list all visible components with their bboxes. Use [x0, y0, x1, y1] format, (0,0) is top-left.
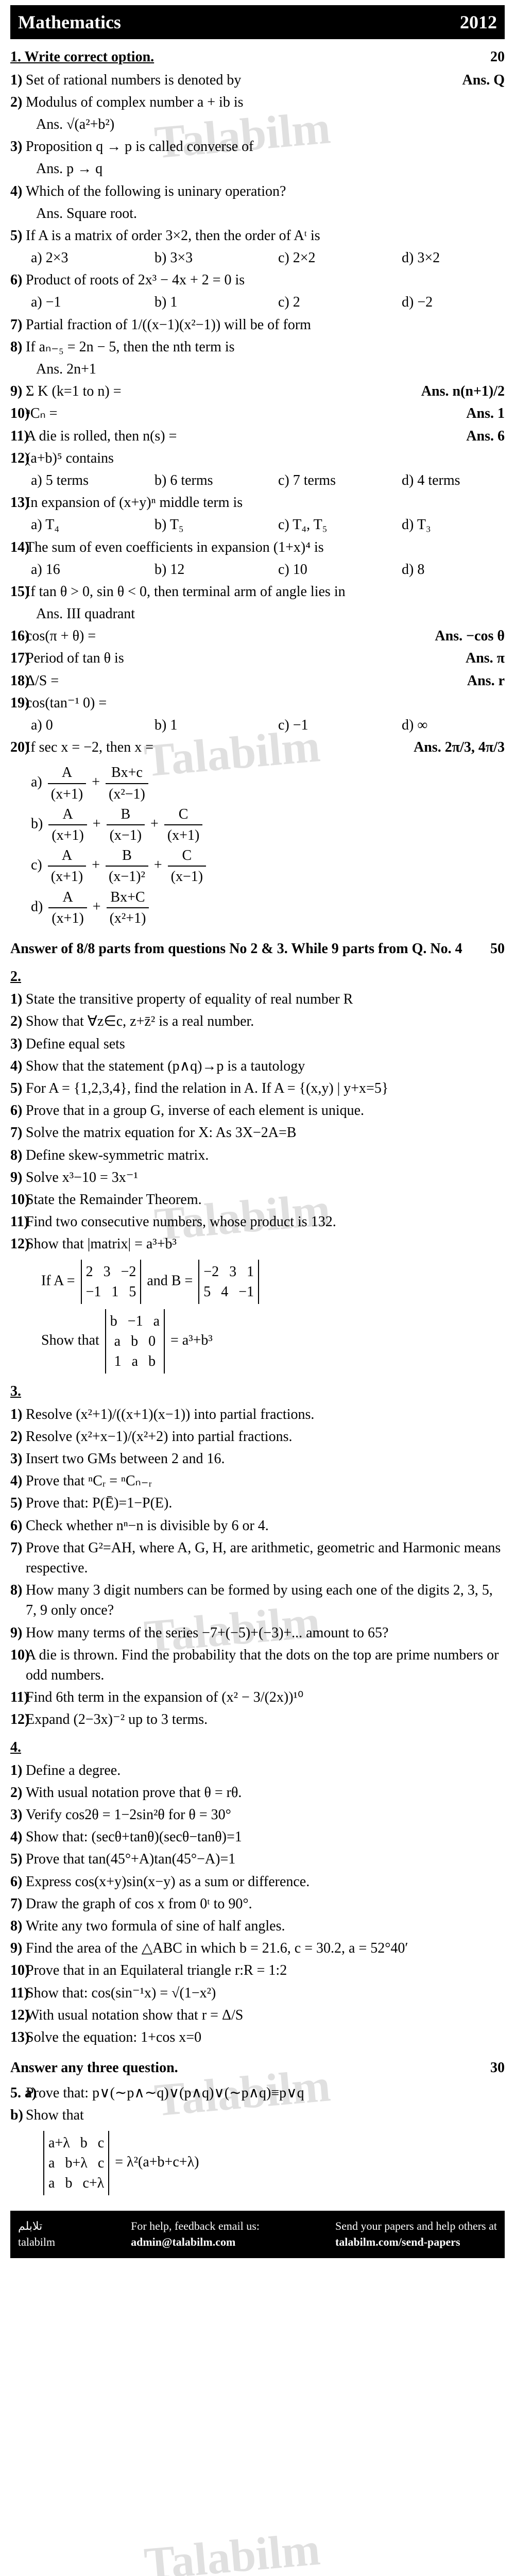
- q4-label: 4.: [10, 1737, 505, 1757]
- q3-label: 3.: [10, 1381, 505, 1401]
- question: 10)State the Remainder Theorem.: [10, 1190, 505, 1210]
- question: 6)Prove that in a group G, inverse of ea…: [10, 1100, 505, 1121]
- question: 9)Find the area of the △ABC in which b =…: [10, 1938, 505, 1958]
- question: 2)With usual notation prove that θ = rθ.: [10, 1783, 505, 1803]
- options-row: a) 2×3b) 3×3c) 2×2d) 3×2: [10, 248, 505, 268]
- question: 18)Δ/S =Ans. r: [10, 671, 505, 691]
- answer-text: Ans. p → q: [10, 159, 505, 179]
- partial-fraction-options: a) A(x+1) + Bx+c(x²−1) b) A(x+1) + B(x−1…: [10, 762, 505, 928]
- option-d: d) A(x+1) + Bx+C(x²+1): [31, 887, 505, 928]
- question: 5)Prove that tan(45°+A)tan(45°−A)=1: [10, 1849, 505, 1869]
- question: 11)Show that: cos(sin⁻¹x) = √(1−x²): [10, 1983, 505, 2003]
- question: 10)ⁿCₙ =Ans. 1: [10, 403, 505, 423]
- question: 9)Solve x³−10 = 3x⁻¹: [10, 1167, 505, 1188]
- question: 15)If tan θ > 0, sin θ < 0, then termina…: [10, 582, 505, 602]
- exam-year: 2012: [460, 9, 497, 35]
- question: 7)Partial fraction of 1/((x−1)(x²−1)) wi…: [10, 315, 505, 335]
- question: 7)Draw the graph of cos x from 0ᵗ to 90°…: [10, 1894, 505, 1914]
- question: 11)Find 6th term in the expansion of (x²…: [10, 1687, 505, 1707]
- question: 5)Prove that: P(Ē)=1−P(E).: [10, 1493, 505, 1513]
- question: 6)Product of roots of 2x³ − 4x + 2 = 0 i…: [10, 270, 505, 290]
- question: 12)Show that |matrix| = a³+b³: [10, 1234, 505, 1254]
- question: 6)Express cos(x+y)sin(x−y) as a sum or d…: [10, 1872, 505, 1892]
- footer-email: For help, feedback email us:admin@talabi…: [131, 2218, 260, 2250]
- section1-title: 1. Write correct option. 20: [10, 47, 505, 67]
- q2-label: 2.: [10, 967, 505, 987]
- question: 6)Check whether nⁿ−n is divisible by 6 o…: [10, 1516, 505, 1536]
- question: 10)A die is thrown. Find the probability…: [10, 1645, 505, 1685]
- question: 13)In expansion of (x+y)ⁿ middle term is: [10, 493, 505, 513]
- q7-matrices: If A = 23−2−115 and B = −23154−1: [10, 1260, 505, 1304]
- question: 4)Which of the following is uninary oper…: [10, 181, 505, 201]
- answer-text: Ans. 2n+1: [10, 359, 505, 379]
- options-row: a) 5 termsb) 6 termsc) 7 termsd) 4 terms: [10, 470, 505, 490]
- question: 3)Define equal sets: [10, 1034, 505, 1054]
- question: 19)cos(tan⁻¹ 0) =: [10, 693, 505, 713]
- answer-text: Ans. Square root.: [10, 204, 505, 224]
- question: 11)A die is rolled, then n(s) =Ans. 6: [10, 426, 505, 446]
- answer-text: Ans. √(a²+b²): [10, 114, 505, 134]
- question: 1)State the transitive property of equal…: [10, 989, 505, 1009]
- question: 16)cos(π + θ) =Ans. −cos θ: [10, 626, 505, 646]
- question: 8)Define skew-symmetric matrix.: [10, 1145, 505, 1165]
- footer-logo: تلابلمtalabilm: [18, 2218, 55, 2250]
- question: 4)Show that: (secθ+tanθ)(secθ−tanθ)=1: [10, 1827, 505, 1847]
- question: 11)Find two consecutive numbers, whose p…: [10, 1212, 505, 1232]
- q12-matrix: Show that b−1aab01ab = a³+b³: [10, 1309, 505, 1374]
- question: 3)Proposition q → p is called converse o…: [10, 137, 505, 157]
- page-header: Mathematics 2012: [10, 5, 505, 39]
- question: 1)Set of rational numbers is denoted byA…: [10, 70, 505, 90]
- question: 8)How many 3 digit numbers can be formed…: [10, 1580, 505, 1620]
- q5a: 5. a)Prove that: p∨(∼p∧∼q)∨(p∧q)∨(∼p∧q)≡…: [10, 2083, 505, 2103]
- question: 5)If A is a matrix of order 3×2, then th…: [10, 226, 505, 246]
- option-a: a) A(x+1) + Bx+c(x²−1): [31, 762, 505, 804]
- question: 3)Insert two GMs between 2 and 16.: [10, 1449, 505, 1469]
- options-row: a) 16b) 12c) 10d) 8: [10, 560, 505, 580]
- question: 4)Prove that ⁿCᵣ = ⁿCₙ₋ᵣ: [10, 1471, 505, 1491]
- question: 9)How many terms of the series −7+(−5)+(…: [10, 1623, 505, 1643]
- question: 7)Solve the matrix equation for X: As 3X…: [10, 1123, 505, 1143]
- question: 12)With usual notation show that r = Δ/S: [10, 2005, 505, 2025]
- question: 12)(a+b)⁵ contains: [10, 448, 505, 468]
- answer-text: Ans. III quadrant: [10, 604, 505, 624]
- section2-instruction: Answer of 8/8 parts from questions No 2 …: [10, 939, 505, 959]
- question: 14)The sum of even coefficients in expan…: [10, 537, 505, 557]
- options-row: a) 0b) 1c) −1d) ∞: [10, 715, 505, 735]
- question: 1)Define a degree.: [10, 1760, 505, 1781]
- question: 2)Show that ∀z∈c, z+z̄² is a real number…: [10, 1011, 505, 1031]
- question: 17)Period of tan θ isAns. π: [10, 648, 505, 668]
- question: 13)Solve the equation: 1+cos x=0: [10, 2027, 505, 2047]
- options-row: a) −1b) 1c) 2d) −2: [10, 292, 505, 312]
- q5b: b)Show that: [10, 2105, 505, 2125]
- question: 12)Expand (2−3x)⁻² up to 3 terms.: [10, 1709, 505, 1730]
- option-b: b) A(x+1) + B(x−1) + C(x+1): [31, 804, 505, 845]
- question: 10)Prove that in an Equilateral triangle…: [10, 1960, 505, 1980]
- question: 3)Verify cos2θ = 1−2sin²θ for θ = 30°: [10, 1805, 505, 1825]
- question: 8)If aₙ₋₅ = 2n − 5, then the nth term is: [10, 337, 505, 357]
- option-c: c) A(x+1) + B(x−1)² + C(x−1): [31, 845, 505, 887]
- question: 2)Modulus of complex number a + ib is: [10, 92, 505, 112]
- question: 1)Resolve (x²+1)/((x+1)(x−1)) into parti…: [10, 1404, 505, 1425]
- question: 7)Prove that G²=AH, where A, G, H, are a…: [10, 1538, 505, 1578]
- question: 9)Σ K (k=1 to n) =Ans. n(n+1)/2: [10, 381, 505, 401]
- question: 2)Resolve (x²+x−1)/(x²+2) into partial f…: [10, 1427, 505, 1447]
- question: 20)If sec x = −2, then x =Ans. 2π/3, 4π/…: [10, 737, 505, 757]
- options-row: a) T₄b) T₅c) T₄, T₅d) T₃: [10, 515, 505, 535]
- question: 5)For A = {1,2,3,4}, find the relation i…: [10, 1078, 505, 1098]
- section3-instruction: Answer any three question. 30: [10, 2058, 505, 2078]
- question: 8)Write any two formula of sine of half …: [10, 1916, 505, 1936]
- subject-title: Mathematics: [18, 9, 121, 35]
- q5b-matrix: a+λbcab+λcabc+λ = λ²(a+b+c+λ): [10, 2131, 505, 2196]
- page-footer: تلابلمtalabilm For help, feedback email …: [10, 2211, 505, 2258]
- footer-link: Send your papers and help others attalab…: [335, 2218, 497, 2250]
- watermark: Talabilm: [142, 2517, 322, 2576]
- question: 4)Show that the statement (p∧q)→p is a t…: [10, 1056, 505, 1076]
